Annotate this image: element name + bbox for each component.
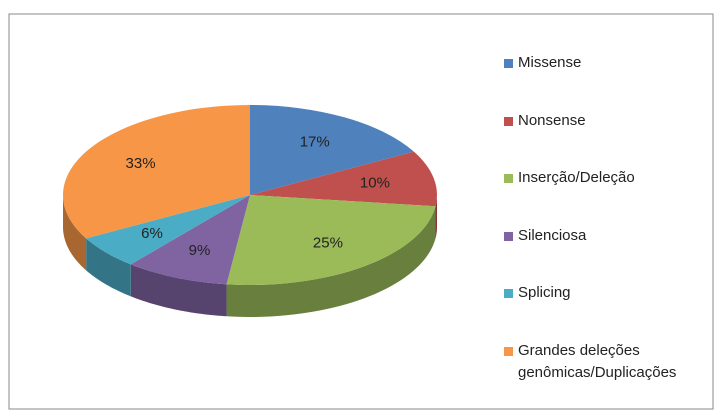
slice: [250, 105, 414, 195]
legend-item: Inserção/Deleção: [504, 167, 714, 225]
legend-label: Nonsense: [518, 111, 586, 129]
slice-side: [86, 238, 131, 297]
legend: Missense Nonsense Inserção/Deleção Silencio…: [504, 52, 714, 397]
data-label: 6%: [141, 225, 163, 242]
legend-item: Missense: [504, 52, 714, 110]
legend-swatch: [504, 346, 513, 356]
legend-label: Splicing: [518, 284, 571, 301]
legend-item: Splicing: [504, 282, 714, 340]
legend-swatch: [504, 289, 513, 298]
legend-swatch: [504, 116, 513, 126]
data-label: 9%: [189, 242, 211, 259]
slice: [86, 195, 251, 265]
legend-label: Inserção/Deleção: [518, 169, 635, 186]
legend-swatch: [504, 174, 513, 183]
slice: [63, 105, 251, 239]
slice: [250, 151, 437, 207]
data-label: 10%: [360, 175, 390, 192]
frame: [8, 13, 714, 410]
legend-swatch: [504, 59, 513, 68]
legend-item: Silenciosa: [504, 225, 714, 283]
slice-side: [226, 206, 436, 317]
legend-item: Grandes deleções genômicas/Duplicações: [504, 340, 714, 398]
data-label: 33%: [126, 155, 156, 172]
legend-item: Nonsense: [504, 110, 714, 168]
slice-side: [130, 264, 227, 317]
slice: [226, 195, 436, 285]
slice: [130, 195, 250, 285]
legend-swatch: [504, 231, 513, 241]
data-label: 25%: [313, 234, 343, 251]
data-label: 17%: [300, 133, 330, 150]
slice-side: [63, 195, 87, 271]
legend-label: Missense: [518, 54, 582, 71]
legend-label: Silenciosa: [518, 226, 587, 244]
slice-side: [435, 195, 437, 239]
legend-label: Grandes deleções genômicas/Duplicações: [518, 341, 677, 381]
